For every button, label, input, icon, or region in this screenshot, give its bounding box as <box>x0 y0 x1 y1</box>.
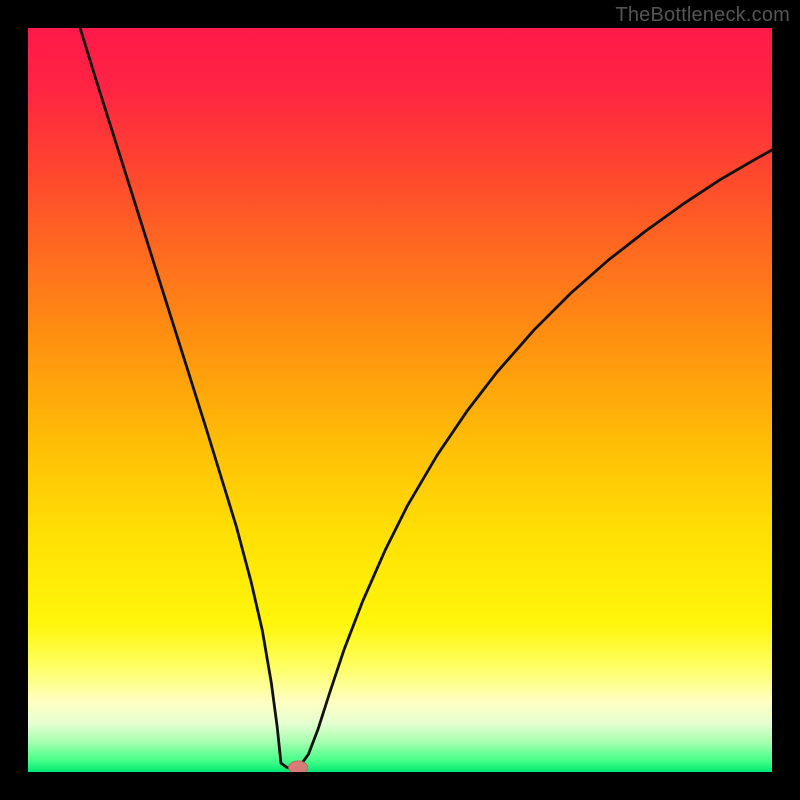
minimum-marker <box>288 761 307 772</box>
chart-container: TheBottleneck.com <box>0 0 800 800</box>
plot-area <box>28 28 772 772</box>
watermark-text: TheBottleneck.com <box>615 4 790 27</box>
plot-svg <box>28 28 772 772</box>
gradient-background <box>28 28 772 772</box>
